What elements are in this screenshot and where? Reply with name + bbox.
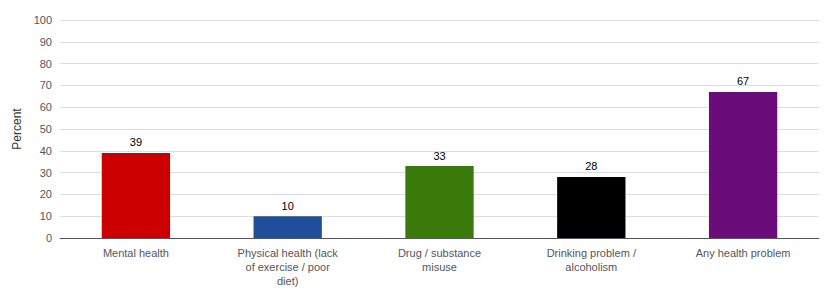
svg-text:Mental health: Mental health [103, 247, 169, 259]
svg-text:60: 60 [40, 101, 52, 113]
svg-text:Physical health (lack: Physical health (lack [238, 247, 339, 259]
svg-text:28: 28 [585, 160, 597, 172]
svg-text:of exercise / poor: of exercise / poor [246, 261, 331, 273]
svg-text:Percent: Percent [10, 108, 24, 150]
svg-text:100: 100 [34, 14, 52, 26]
svg-text:20: 20 [40, 188, 52, 200]
svg-text:Drinking problem /: Drinking problem / [547, 247, 637, 259]
svg-text:50: 50 [40, 123, 52, 135]
svg-text:80: 80 [40, 58, 52, 70]
svg-text:30: 30 [40, 167, 52, 179]
svg-text:70: 70 [40, 79, 52, 91]
svg-text:10: 10 [282, 200, 294, 212]
svg-text:33: 33 [433, 150, 445, 162]
svg-text:diet): diet) [277, 275, 298, 287]
svg-text:Drug / substance: Drug / substance [398, 247, 481, 259]
svg-text:39: 39 [130, 136, 142, 148]
svg-text:Any health problem: Any health problem [696, 247, 791, 259]
svg-text:90: 90 [40, 36, 52, 48]
svg-text:67: 67 [737, 75, 749, 87]
svg-text:10: 10 [40, 210, 52, 222]
svg-text:0: 0 [46, 232, 52, 244]
svg-text:misuse: misuse [422, 261, 457, 273]
svg-text:alcoholism: alcoholism [565, 261, 617, 273]
svg-text:40: 40 [40, 145, 52, 157]
